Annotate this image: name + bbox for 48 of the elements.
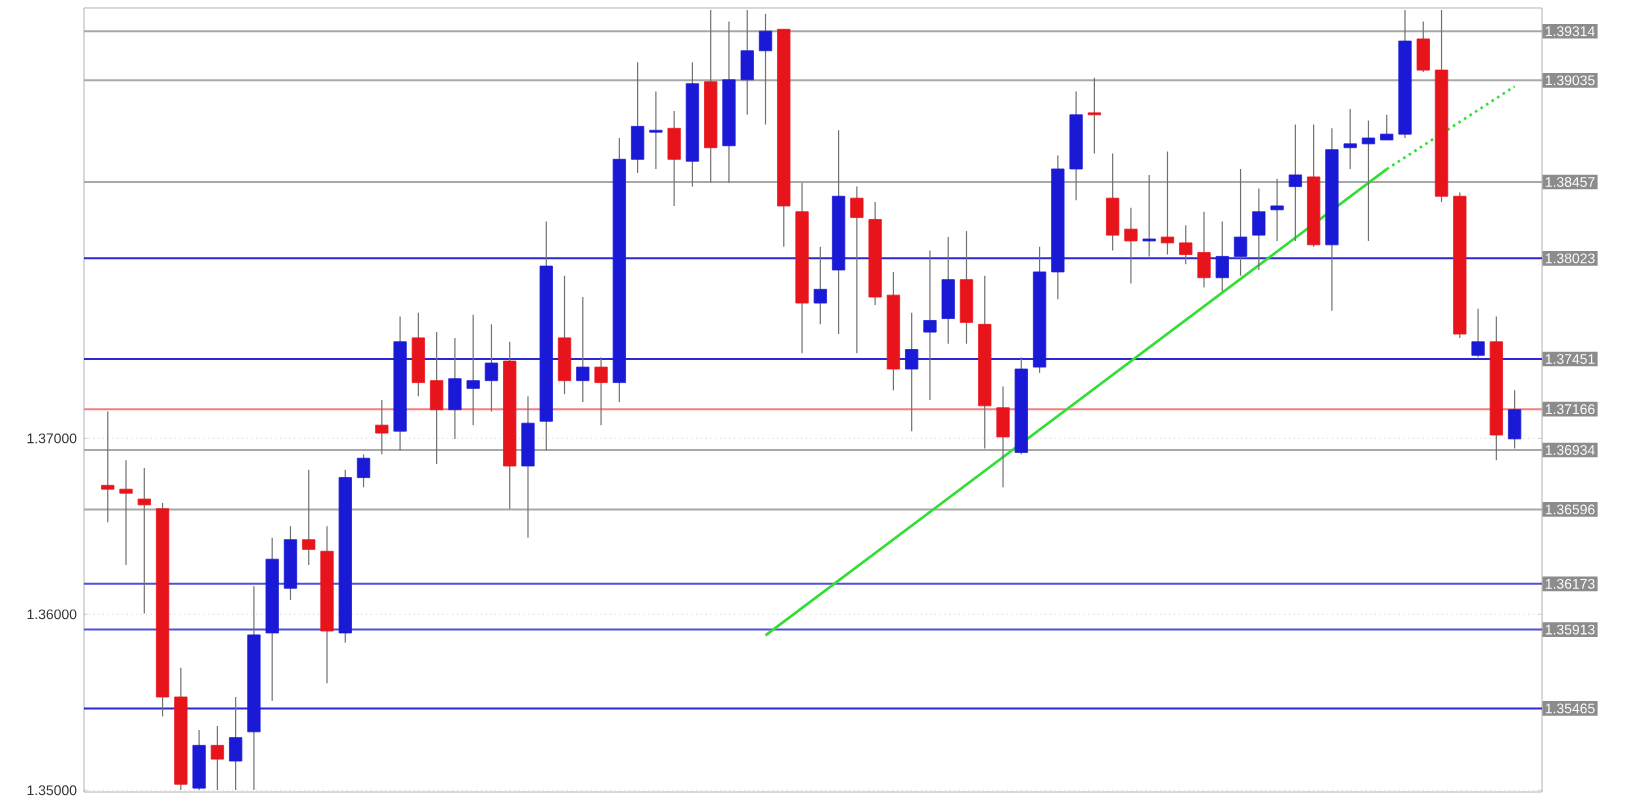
- candlestick: [1179, 224, 1193, 265]
- candlestick: [119, 459, 133, 566]
- candlestick: [667, 110, 681, 207]
- candlestick: [1087, 77, 1101, 155]
- candlestick: [1508, 389, 1522, 450]
- candlestick: [430, 331, 444, 465]
- candlestick: [466, 314, 480, 426]
- candlestick: [740, 9, 754, 116]
- candlestick: [1252, 187, 1266, 271]
- candlestick: [813, 246, 827, 325]
- candlestick: [1270, 178, 1284, 242]
- candlestick: [302, 469, 316, 566]
- candlestick: [1215, 220, 1229, 292]
- candlestick: [1288, 123, 1302, 242]
- candlestick: [356, 453, 371, 488]
- candlestick: [210, 725, 224, 791]
- candlestick: [996, 385, 1010, 488]
- candlestick: [923, 250, 937, 401]
- candlestick: [594, 356, 608, 426]
- candlestick: [521, 395, 535, 539]
- candlestick: [941, 236, 955, 345]
- candlestick: [101, 411, 115, 523]
- candlestick: [1106, 152, 1120, 252]
- candlestick: [1160, 150, 1175, 256]
- candlestick: [1142, 174, 1156, 258]
- candlestick: [1380, 114, 1394, 141]
- candlestick: [375, 399, 389, 455]
- candlestick: [631, 61, 645, 174]
- candlestick: [484, 323, 499, 413]
- candlestick: [850, 185, 864, 354]
- candlestick: [758, 13, 773, 126]
- candlestick: [649, 90, 663, 170]
- candlestick: [576, 296, 590, 403]
- candlestick: [1197, 211, 1211, 288]
- candlestick: [1416, 20, 1430, 73]
- candlestick: [229, 696, 243, 791]
- candlestick: [959, 230, 974, 345]
- candlestick: [448, 337, 462, 440]
- candlestick: [905, 312, 919, 432]
- candlestick: [1471, 308, 1485, 358]
- candlestick: [1343, 108, 1357, 170]
- candlestick: [192, 729, 206, 791]
- candlestick: [557, 275, 572, 395]
- candlestick: [411, 312, 425, 397]
- candlestick: [1233, 168, 1248, 277]
- candlestick: [1361, 119, 1376, 242]
- candlestick: [1124, 207, 1138, 285]
- candlestick: [137, 467, 151, 615]
